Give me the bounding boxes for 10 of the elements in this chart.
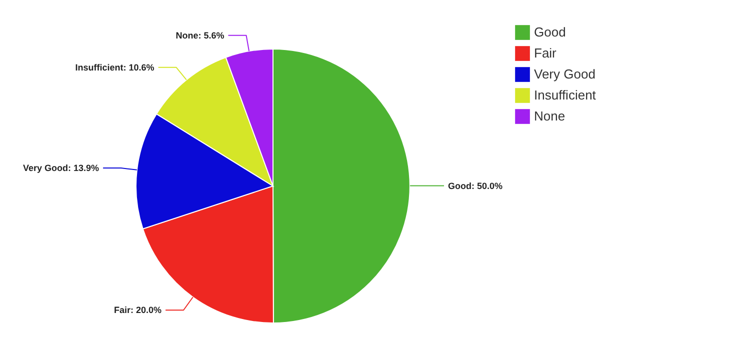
data-label: Fair: 20.0% xyxy=(114,305,162,316)
legend-label: Insufficient xyxy=(534,88,596,102)
data-label: Very Good: 13.9% xyxy=(23,163,100,174)
legend-label: Very Good xyxy=(534,66,596,82)
legend-label: None xyxy=(534,108,566,124)
data-label: Insufficient: 10.6% xyxy=(75,62,154,72)
data-label: None: 5.6% xyxy=(176,30,224,40)
legend-label: Good xyxy=(534,24,566,40)
data-label: Good: 50.0% xyxy=(448,180,503,191)
legend-label: Fair xyxy=(534,46,558,60)
